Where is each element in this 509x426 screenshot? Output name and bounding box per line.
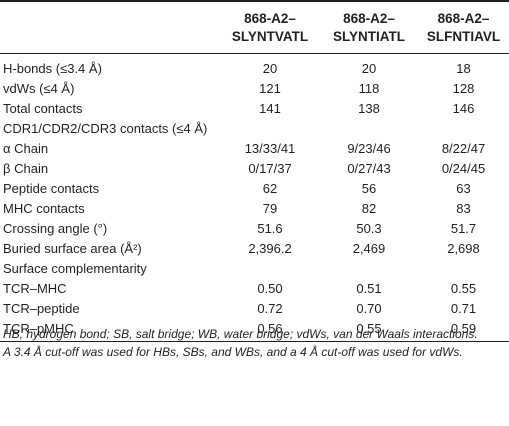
section-label: CDR1/CDR2/CDR3 contacts (≤4 Å) <box>3 121 208 136</box>
cell-value: 146 <box>452 101 475 116</box>
cell-value: 51.6 <box>257 221 283 236</box>
header-cell-empty <box>0 0 220 54</box>
table-row: Peptide contacts 62 56 63 <box>0 179 509 199</box>
cell-value: 0.51 <box>356 281 382 296</box>
cell-value: 0.72 <box>257 301 283 316</box>
header-peptide-label: SLYNTIATL <box>332 29 405 44</box>
cell-value: 0.70 <box>356 301 382 316</box>
cell-value: 0.56 <box>220 319 320 342</box>
cell-value: 0.55 <box>320 319 418 342</box>
cell-value: 118 <box>358 81 380 96</box>
row-label: Buried surface area (Å²) <box>3 241 142 256</box>
cell-value: 79 <box>262 201 278 216</box>
table-row: MHC contacts 79 82 83 <box>0 199 509 219</box>
header-peptide-label: SLYNTVATL <box>231 29 309 44</box>
header-complex-label: 868-A2– <box>244 11 296 26</box>
footnote-abbreviations: HB, hydrogen bond; SB, salt bridge; WB, … <box>3 327 478 341</box>
cell-value: 63 <box>456 181 471 196</box>
cell-value <box>220 119 320 139</box>
tcr-contacts-table: 868-A2– SLYNTVATL 868-A2– SLYNTIATL 868-… <box>0 0 509 342</box>
cell-value: 138 <box>358 101 380 116</box>
cell-value: 50.3 <box>356 221 382 236</box>
table-row: TCR–peptide 0.72 0.70 0.71 <box>0 299 509 319</box>
cell-value <box>220 259 320 279</box>
cell-value: 18 <box>456 60 471 76</box>
table-footnotes: HB, hydrogen bond; SB, salt bridge; WB, … <box>3 325 503 361</box>
contacts-table-container: 868-A2– SLYNTVATL 868-A2– SLYNTIATL 868-… <box>0 0 509 342</box>
row-label: TCR–pMHC <box>0 319 220 342</box>
row-label: Peptide contacts <box>3 181 100 196</box>
cell-value: 0.55 <box>450 281 477 296</box>
cell-value: 9/23/46 <box>347 141 391 156</box>
row-label: MHC contacts <box>3 201 85 216</box>
cell-value: 0/17/37 <box>248 161 292 176</box>
table-row: Crossing angle (°) 51.6 50.3 51.7 <box>0 219 509 239</box>
cell-value: 20 <box>262 60 278 76</box>
cell-value: 51.7 <box>450 221 477 236</box>
row-label: TCR–MHC <box>3 281 67 296</box>
row-label: TCR–peptide <box>3 301 80 316</box>
cell-value <box>320 259 418 279</box>
row-label: β Chain <box>3 161 49 176</box>
cell-value: 121 <box>259 81 281 96</box>
table-header-row: 868-A2– SLYNTVATL 868-A2– SLYNTIATL 868-… <box>0 0 509 54</box>
cell-value <box>418 119 509 139</box>
table-row: Total contacts 141 138 146 <box>0 99 509 119</box>
header-cell-slfntiavl: 868-A2– SLFNTIAVL <box>418 0 509 54</box>
row-label: α Chain <box>3 141 49 156</box>
cell-value: 2,469 <box>352 241 386 256</box>
header-complex-label: 868-A2– <box>343 11 395 26</box>
cell-value: 2,396.2 <box>248 241 292 256</box>
table-row-section: Surface complementarity <box>0 259 509 279</box>
cell-value <box>320 119 418 139</box>
cell-value: 83 <box>456 201 471 216</box>
cell-value: 0.59 <box>418 319 509 342</box>
cell-value: 0.50 <box>257 281 283 296</box>
row-label: Crossing angle (°) <box>3 221 108 236</box>
cell-value: 20 <box>361 60 377 76</box>
table-row: TCR–MHC 0.50 0.51 0.55 <box>0 279 509 299</box>
table-body: H-bonds (≤3.4 Å) 20 20 18 vdWs (≤4 Å) 12… <box>0 54 509 342</box>
cell-value: 128 <box>452 81 475 96</box>
table-row: Buried surface area (Å²) 2,396.2 2,469 2… <box>0 239 509 259</box>
row-label: H-bonds (≤3.4 Å) <box>3 60 102 76</box>
header-complex-label: 868-A2– <box>437 11 490 26</box>
header-peptide-label: SLFNTIAVL <box>426 29 501 44</box>
cell-value: 0/27/43 <box>347 161 391 176</box>
cell-value: 2,698 <box>447 241 480 256</box>
table-row: TCR–pMHC 0.56 0.55 0.59 <box>0 319 509 342</box>
table-row: α Chain 13/33/41 9/23/46 8/22/47 <box>0 139 509 159</box>
cell-value: 141 <box>259 101 281 116</box>
table-row: β Chain 0/17/37 0/27/43 0/24/45 <box>0 159 509 179</box>
cell-value: 62 <box>262 181 278 196</box>
header-cell-slyntvatl: 868-A2– SLYNTVATL <box>220 0 320 54</box>
table-row: H-bonds (≤3.4 Å) 20 20 18 <box>0 54 509 80</box>
header-cell-slyntiatl: 868-A2– SLYNTIATL <box>320 0 418 54</box>
row-label: vdWs (≤4 Å) <box>3 81 75 96</box>
cell-value: 82 <box>361 201 377 216</box>
table-row-section: CDR1/CDR2/CDR3 contacts (≤4 Å) <box>0 119 509 139</box>
section-label: Surface complementarity <box>3 261 147 276</box>
table-row: vdWs (≤4 Å) 121 118 128 <box>0 79 509 99</box>
cell-value: 56 <box>361 181 377 196</box>
row-label: Total contacts <box>3 101 83 116</box>
cell-value: 13/33/41 <box>244 141 296 156</box>
cell-value: 0.71 <box>450 301 477 316</box>
footnote-cutoff: A 3.4 Å cut-off was used for HBs, SBs, a… <box>3 345 463 359</box>
cell-value: 0/24/45 <box>441 161 486 176</box>
cell-value <box>418 259 509 279</box>
cell-value: 8/22/47 <box>441 141 486 156</box>
